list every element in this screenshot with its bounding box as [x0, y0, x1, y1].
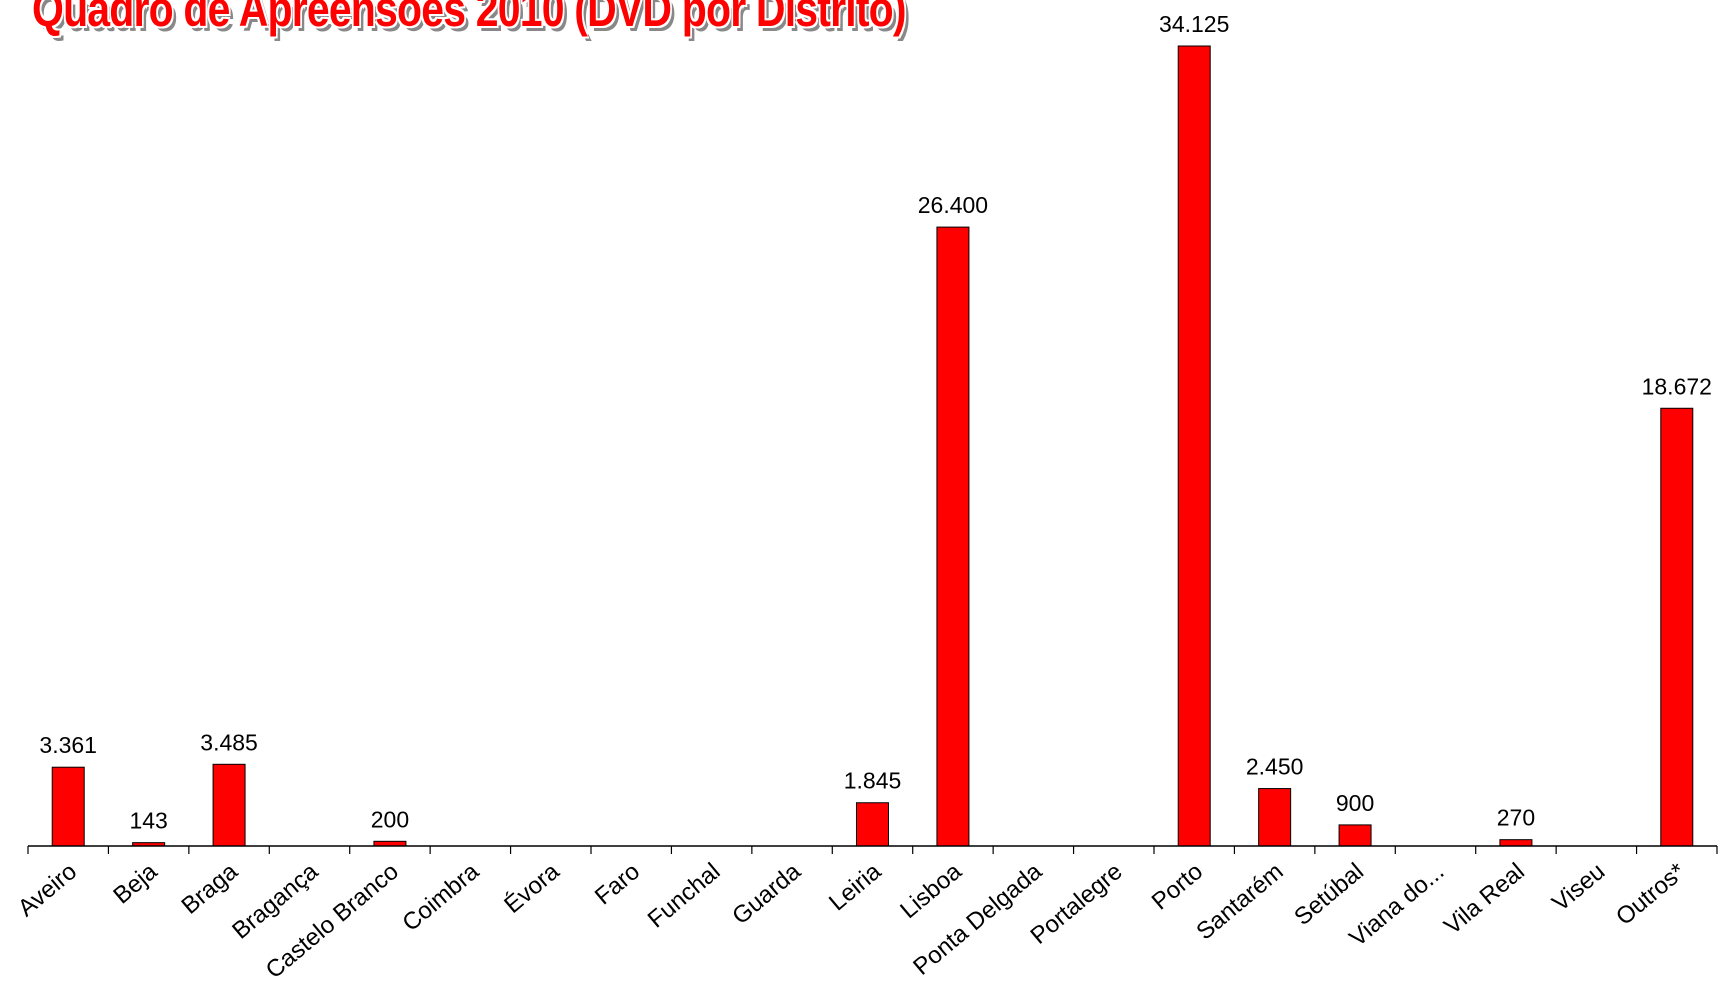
chart-title: Quadro de Apreensões 2010 (DVD por Distr… [32, 0, 907, 37]
x-tick-label-coimbra: Coimbra [397, 858, 484, 937]
x-tick-label-viseu: Viseu [1547, 858, 1610, 917]
data-label-lisboa: 26.400 [918, 192, 988, 218]
bar-lisboa [936, 226, 970, 847]
x-tick-label-beja: Beja [108, 858, 163, 910]
data-label-outros: 18.672 [1642, 373, 1712, 399]
bar-aveiro [51, 766, 85, 847]
data-label-santarem: 2.450 [1246, 754, 1304, 780]
bar-outros [1660, 407, 1694, 847]
data-label-porto: 34.125 [1159, 11, 1229, 37]
x-tick-label-santarem: Santarém [1191, 858, 1288, 946]
x-tick-label-outros: Outros* [1611, 858, 1691, 931]
data-label-braga: 3.485 [200, 729, 258, 755]
x-tick-label-guarda: Guarda [727, 858, 806, 931]
x-tick-label-funchal: Funchal [643, 858, 726, 934]
x-tick-label-braga: Braga [177, 857, 244, 919]
x-axis [27, 845, 1718, 854]
bars-group [51, 45, 1694, 847]
x-tick-label-aveiro: Aveiro [13, 858, 82, 922]
data-label-aveiro: 3.361 [39, 732, 97, 758]
data-label-beja: 143 [129, 808, 167, 834]
bar-setubal [1338, 824, 1372, 847]
data-label-vila-real: 270 [1497, 805, 1535, 831]
x-tick-label-evora: Évora [499, 857, 565, 918]
data-label-leiria: 1.845 [844, 768, 902, 794]
data-labels-group: 3.361 143 3.485 200 1.845 26.400 34.125 2.450 90… [39, 11, 1712, 834]
bar-porto [1177, 45, 1211, 847]
x-tick-label-porto: Porto [1147, 858, 1208, 916]
x-tick-label-faro: Faro [590, 858, 645, 910]
x-tick-label-vila-real: Vila Real [1439, 858, 1530, 940]
bar-leiria [856, 802, 889, 847]
x-tick-label-leiria: Leiria [824, 857, 887, 916]
data-label-castelo-branco: 200 [371, 806, 409, 832]
bar-vila-real [1499, 839, 1533, 847]
bar-braga [212, 763, 246, 847]
bar-santarem [1258, 788, 1292, 847]
x-tick-label-lisboa: Lisboa [895, 858, 967, 925]
data-label-setubal: 900 [1336, 790, 1374, 816]
